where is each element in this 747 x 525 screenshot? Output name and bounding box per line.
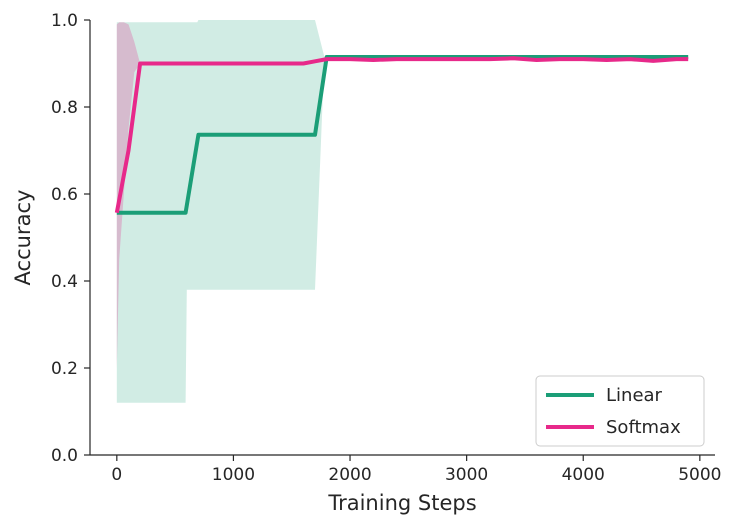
y-tick-label: 0.0 (51, 446, 78, 466)
y-tick-label: 0.4 (51, 272, 78, 292)
x-axis-label: Training Steps (327, 491, 476, 515)
y-tick-label: 0.8 (51, 98, 78, 118)
x-tick-label: 2000 (328, 465, 371, 485)
x-tick-label: 4000 (562, 465, 605, 485)
y-axis-label: Accuracy (11, 190, 35, 286)
y-tick-label: 0.6 (51, 185, 78, 205)
y-tick-label: 0.2 (51, 359, 78, 379)
confidence-bands (116, 20, 689, 403)
softmax-series-line (114, 56, 689, 214)
legend: Linear Softmax (535, 375, 705, 447)
x-axis-ticks: 0 1000 2000 3000 4000 5000 (111, 455, 721, 485)
axes (89, 20, 715, 456)
series-lines (114, 55, 689, 215)
linear-series-line (116, 55, 689, 215)
softmax-legend-label: Softmax (606, 417, 681, 438)
linear-legend-label: Linear (606, 385, 663, 406)
y-tick-label: 1.0 (51, 11, 78, 31)
linear-confidence-band (116, 20, 689, 403)
x-tick-label: 5000 (678, 465, 721, 485)
x-tick-label: 1000 (212, 465, 255, 485)
y-axis-ticks: 0.0 0.2 0.4 0.6 0.8 1.0 (51, 11, 90, 466)
x-tick-label: 3000 (445, 465, 488, 485)
x-tick-label: 0 (111, 465, 122, 485)
